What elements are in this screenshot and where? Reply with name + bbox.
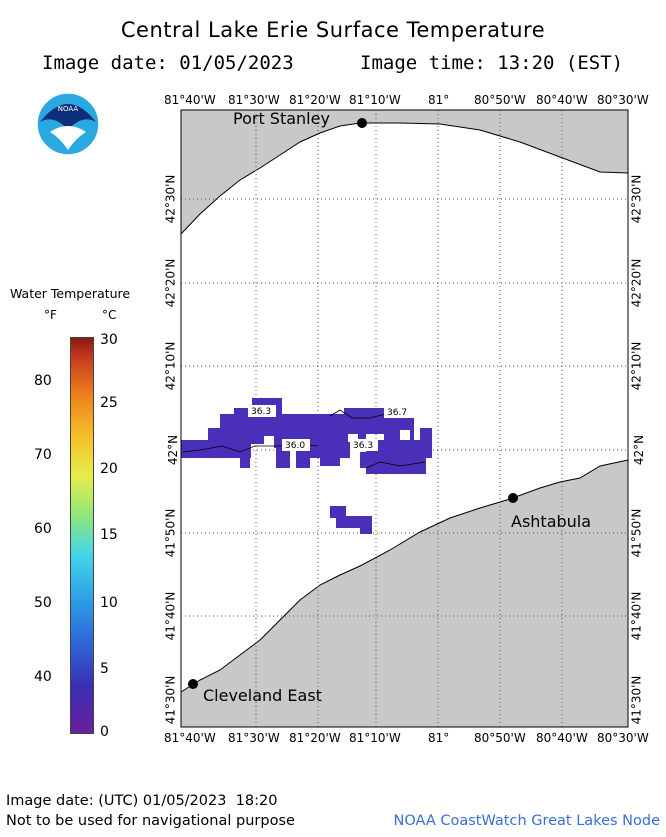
legend-tick-c: 20 [100, 461, 118, 477]
legend-unit-c: °C [102, 308, 117, 322]
longitude-label: 81° [428, 731, 450, 745]
latitude-label: 41°50'N [163, 508, 178, 558]
temperature-label: 36.7 [387, 408, 407, 418]
latitude-label: 42°10'N [629, 341, 644, 391]
longitude-label: 80°30'W [597, 731, 649, 745]
temperature-colorbar [70, 337, 94, 734]
utc-image-date: Image date: (UTC) 01/05/2023 18:20 [6, 793, 278, 809]
legend-tick-c: 10 [100, 595, 118, 611]
longitude-label: 80°50'W [474, 731, 526, 745]
longitude-label: 80°30'W [597, 93, 649, 107]
south-shore-land [180, 459, 629, 728]
longitude-label: 81°10'W [349, 93, 401, 107]
longitude-label: 81°10'W [349, 731, 401, 745]
legend-tick-f: 60 [34, 521, 52, 537]
city-label: Ashtabula [511, 512, 591, 531]
latitude-label: 42°20'N [629, 258, 644, 308]
temperature-label: 36.3 [251, 407, 271, 417]
temperature-pixels [181, 398, 432, 534]
north-shore-land [180, 109, 629, 236]
legend-tick-f: 80 [34, 373, 52, 389]
temperature-gaps [264, 430, 410, 444]
longitude-label: 81° [428, 93, 450, 107]
longitude-label: 80°50'W [474, 93, 526, 107]
longitude-label: 81°30'W [228, 93, 280, 107]
longitude-label: 80°40'W [536, 731, 588, 745]
noaa-logo-text: NOAA [58, 105, 79, 113]
legend-tick-f: 40 [34, 669, 52, 685]
legend-tick-f: 50 [34, 595, 52, 611]
latitude-label: 41°50'N [629, 508, 644, 558]
latitude-label: 42°10'N [163, 341, 178, 391]
latitude-label: 42°N [166, 434, 181, 466]
legend-title: Water Temperature [10, 286, 131, 301]
navigation-disclaimer: Not to be used for navigational purpose [6, 813, 295, 829]
latitude-label: 42°20'N [163, 258, 178, 308]
latitude-label: 41°30'N [163, 675, 178, 725]
credit-link[interactable]: NOAA CoastWatch Great Lakes Node [393, 813, 660, 829]
city-marker [357, 118, 367, 128]
legend-unit-f: °F [44, 308, 57, 322]
latitude-label: 41°40'N [629, 591, 644, 641]
legend-tick-c: 15 [100, 527, 118, 543]
city-label: Port Stanley [233, 109, 330, 128]
longitude-label: 80°40'W [536, 93, 588, 107]
legend-tick-c: 0 [100, 724, 109, 740]
image-time: Image time: 13:20 (EST) [360, 52, 624, 74]
latitude-label: 42°N [632, 434, 647, 466]
city-marker [188, 679, 198, 689]
city-ashtabula: Ashtabula [508, 493, 591, 531]
temperature-label-group: 36.3 36.7 36.0 36.3 [248, 405, 412, 451]
city-port-stanley: Port Stanley [233, 109, 367, 128]
city-marker [508, 493, 518, 503]
latitude-label: 41°40'N [163, 591, 178, 641]
longitude-label: 81°40'W [164, 731, 216, 745]
latitude-label: 42°30'N [163, 174, 178, 224]
map-frame [180, 109, 629, 728]
page-title: Central Lake Erie Surface Temperature [120, 18, 546, 42]
longitude-label: 81°40'W [164, 93, 216, 107]
lake-map: 36.3 36.7 36.0 36.3 Port Stanley Ashtabu… [180, 109, 629, 728]
longitude-label: 81°30'W [228, 731, 280, 745]
noaa-logo-icon: NOAA [36, 92, 100, 156]
longitude-label: 81°20'W [289, 731, 341, 745]
legend-tick-c: 25 [100, 395, 118, 411]
city-cleveland-east: Cleveland East [188, 679, 322, 705]
temperature-label: 36.0 [285, 441, 305, 451]
latitude-label: 41°30'N [629, 675, 644, 725]
latitude-label: 42°30'N [629, 174, 644, 224]
temperature-label: 36.3 [353, 441, 373, 451]
city-label: Cleveland East [203, 686, 322, 705]
image-date: Image date: 01/05/2023 [42, 52, 294, 74]
legend-tick-c: 5 [100, 661, 109, 677]
longitude-label: 81°20'W [289, 93, 341, 107]
legend-tick-c: 30 [100, 332, 118, 348]
legend-tick-f: 70 [34, 447, 52, 463]
